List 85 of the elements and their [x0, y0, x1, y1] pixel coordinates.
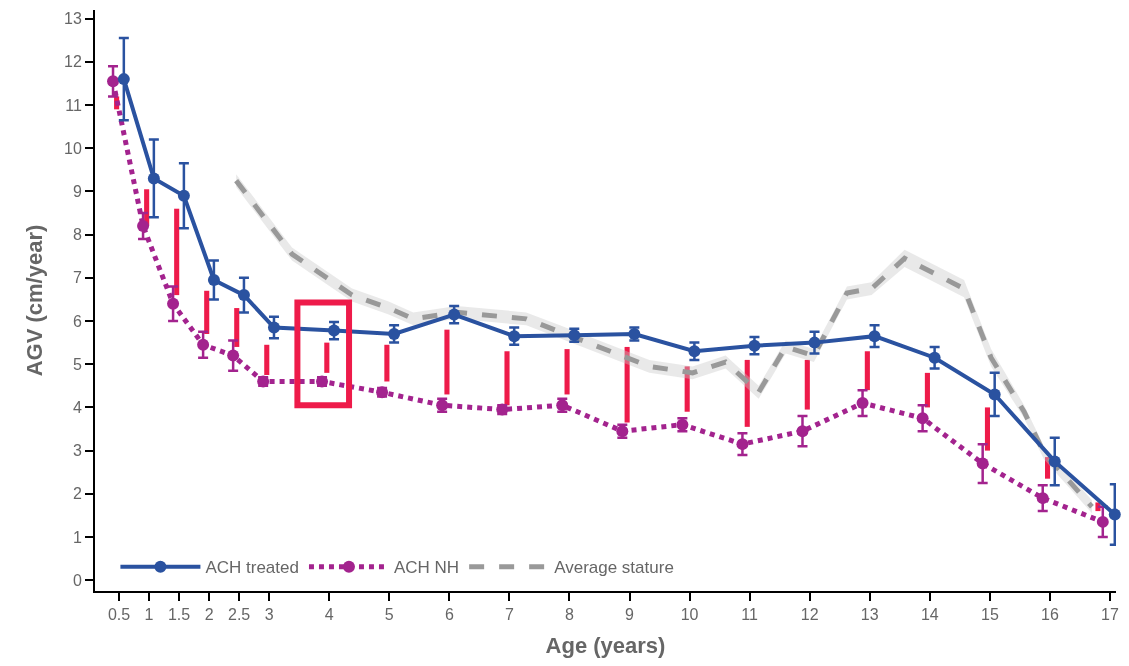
point: [237, 289, 250, 302]
x-tick-label: 2.5: [228, 606, 251, 624]
y-tick-label: 0: [72, 571, 82, 589]
point: [117, 73, 130, 86]
point: [207, 273, 220, 286]
point: [267, 321, 280, 334]
bar: [324, 342, 330, 373]
bar: [504, 351, 510, 406]
y-tick-label: 13: [64, 10, 82, 28]
y-tick-label: 6: [72, 312, 82, 330]
bar: [1044, 457, 1051, 479]
point: [1096, 515, 1109, 528]
y-tick-label: 10: [64, 139, 82, 157]
point: [147, 172, 160, 185]
bar: [444, 329, 450, 395]
y-tick-label: 4: [72, 399, 82, 417]
bar: [744, 359, 750, 427]
x-tick-label: 0.5: [107, 606, 131, 624]
bar: [384, 344, 390, 382]
y-tick-label: 3: [72, 442, 82, 460]
y-tick-label: 11: [65, 96, 82, 114]
point: [976, 457, 989, 470]
bar: [564, 349, 570, 395]
point: [748, 339, 761, 352]
x-tick-label: 15: [980, 606, 999, 624]
x-tick-label: 12: [800, 606, 819, 624]
bar: [264, 344, 270, 376]
point: [227, 349, 240, 362]
point: [916, 412, 929, 425]
point: [448, 308, 461, 321]
x-tick-label: 7: [504, 606, 514, 624]
x-tick-label: 1: [144, 606, 154, 624]
point: [988, 388, 1001, 401]
y-tick-label: 8: [72, 226, 82, 244]
point: [796, 425, 809, 438]
point: [137, 219, 150, 232]
point: [388, 327, 401, 340]
bar: [234, 308, 240, 347]
point: [928, 351, 941, 364]
x-tick-label: 9: [625, 606, 635, 624]
y-axis-title: AGV (cm/year): [22, 224, 48, 377]
x-tick-label: 8: [565, 606, 575, 624]
point: [868, 330, 881, 343]
y-tick-label: 5: [72, 355, 82, 373]
point: [508, 330, 521, 343]
x-tick-label: 1.5: [167, 606, 191, 624]
point: [1036, 492, 1049, 505]
x-tick-label: 4: [324, 606, 334, 624]
point: [107, 75, 120, 88]
x-tick-label: 5: [384, 606, 394, 624]
bar: [174, 208, 180, 296]
bar: [624, 346, 630, 423]
legend-label: ACH NH: [393, 558, 460, 578]
x-axis-title: Age (years): [545, 632, 666, 658]
point: [177, 189, 190, 202]
y-tick-label: 2: [72, 485, 82, 503]
point: [197, 338, 210, 351]
point: [856, 397, 869, 410]
y-tick-label: 1: [72, 528, 82, 546]
point: [167, 297, 180, 310]
y-tick-label: 12: [64, 53, 82, 71]
x-tick-label: 10: [680, 606, 699, 624]
x-tick-label: 6: [444, 606, 454, 624]
point: [736, 438, 749, 451]
x-tick-label: 3: [264, 606, 274, 624]
point: [688, 345, 701, 358]
x-tick-label: 17: [1101, 606, 1119, 624]
y-tick-label: 7: [72, 269, 82, 287]
bar: [204, 290, 210, 334]
y-tick-label: 9: [72, 183, 82, 201]
x-tick-label: 13: [860, 606, 879, 624]
bar: [984, 407, 991, 451]
point: [1108, 508, 1121, 521]
x-tick-label: 2: [204, 606, 214, 624]
x-tick-label: 11: [741, 606, 759, 624]
point: [328, 324, 341, 337]
x-tick-label: 14: [920, 606, 939, 624]
bar: [924, 372, 930, 408]
legend-label: Average stature: [554, 558, 674, 578]
bar: [804, 359, 810, 410]
legend-label: ACH treated: [205, 558, 299, 578]
x-tick-label: 16: [1041, 606, 1059, 624]
point: [808, 336, 821, 349]
point: [1048, 455, 1061, 468]
bar: [864, 351, 870, 391]
